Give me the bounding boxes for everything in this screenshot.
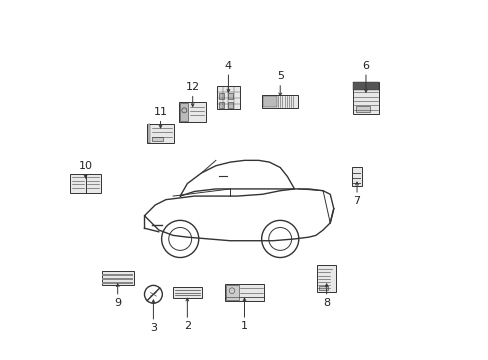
FancyBboxPatch shape bbox=[353, 179, 360, 180]
FancyBboxPatch shape bbox=[224, 284, 264, 301]
Text: 6: 6 bbox=[362, 61, 369, 71]
Text: 5: 5 bbox=[276, 71, 283, 81]
Text: 1: 1 bbox=[241, 321, 247, 332]
FancyBboxPatch shape bbox=[218, 102, 224, 108]
FancyBboxPatch shape bbox=[227, 93, 232, 99]
FancyBboxPatch shape bbox=[318, 286, 327, 290]
FancyBboxPatch shape bbox=[102, 278, 133, 280]
FancyBboxPatch shape bbox=[179, 102, 205, 122]
Text: 2: 2 bbox=[183, 321, 190, 332]
FancyBboxPatch shape bbox=[353, 183, 360, 184]
FancyBboxPatch shape bbox=[147, 124, 174, 143]
FancyBboxPatch shape bbox=[352, 82, 378, 90]
Text: 8: 8 bbox=[323, 298, 329, 308]
FancyBboxPatch shape bbox=[352, 82, 379, 114]
FancyBboxPatch shape bbox=[147, 124, 150, 143]
FancyBboxPatch shape bbox=[225, 285, 239, 300]
Text: 9: 9 bbox=[114, 298, 121, 308]
Text: 10: 10 bbox=[79, 161, 92, 171]
FancyBboxPatch shape bbox=[353, 174, 360, 175]
FancyBboxPatch shape bbox=[216, 86, 240, 109]
FancyBboxPatch shape bbox=[355, 106, 369, 112]
FancyBboxPatch shape bbox=[151, 137, 162, 141]
Text: 3: 3 bbox=[150, 323, 157, 333]
FancyBboxPatch shape bbox=[263, 96, 277, 107]
FancyBboxPatch shape bbox=[351, 167, 361, 186]
Text: 12: 12 bbox=[185, 82, 200, 92]
Text: 4: 4 bbox=[224, 61, 231, 71]
FancyBboxPatch shape bbox=[262, 95, 298, 108]
Text: 7: 7 bbox=[353, 197, 360, 206]
FancyBboxPatch shape bbox=[173, 287, 201, 298]
FancyBboxPatch shape bbox=[102, 282, 133, 284]
FancyBboxPatch shape bbox=[70, 174, 101, 193]
FancyBboxPatch shape bbox=[180, 103, 188, 121]
FancyBboxPatch shape bbox=[102, 274, 133, 276]
FancyBboxPatch shape bbox=[102, 271, 134, 285]
FancyBboxPatch shape bbox=[218, 93, 224, 99]
FancyBboxPatch shape bbox=[227, 102, 232, 108]
FancyBboxPatch shape bbox=[316, 265, 336, 292]
Text: 11: 11 bbox=[153, 107, 167, 117]
